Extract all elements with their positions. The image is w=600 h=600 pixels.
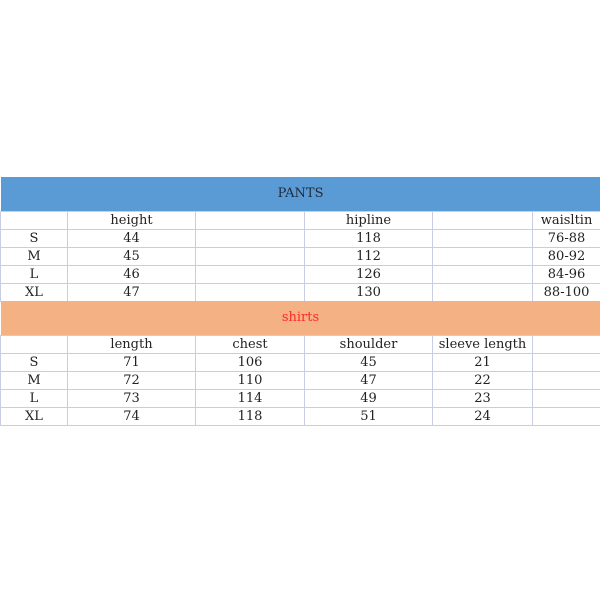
table-cell: 21 <box>432 353 533 372</box>
header-cell <box>432 211 533 230</box>
size-label: S <box>0 229 68 248</box>
table-cell: 74 <box>67 407 196 426</box>
table-cell <box>195 283 305 302</box>
table-cell: 51 <box>304 407 433 426</box>
pants-row: XL 47 130 88-100 <box>0 283 600 302</box>
header-cell: chest <box>195 335 305 354</box>
table-cell: 106 <box>195 353 305 372</box>
table-cell: 22 <box>432 371 533 390</box>
table-cell: 23 <box>432 389 533 408</box>
table-cell: 71 <box>67 353 196 372</box>
table-cell: 88-100 <box>531 283 600 302</box>
table-cell <box>532 353 600 372</box>
table-cell: 47 <box>67 283 196 302</box>
table-cell <box>195 229 305 248</box>
size-label: L <box>0 389 68 408</box>
size-label: S <box>0 353 68 372</box>
table-cell <box>432 283 533 302</box>
header-cell: height <box>67 211 196 230</box>
table-cell: 118 <box>195 407 305 426</box>
table-cell <box>532 371 600 390</box>
table-cell: 46 <box>67 265 196 284</box>
shirts-header-row: length chest shoulder sleeve length <box>0 335 600 354</box>
header-cell <box>532 335 600 354</box>
size-label: XL <box>0 407 68 426</box>
header-cell: shoulder <box>304 335 433 354</box>
table-cell <box>195 265 305 284</box>
table-cell <box>195 247 305 266</box>
header-cell <box>0 211 68 230</box>
pants-header-row: height hipline waisltin <box>0 211 600 230</box>
header-cell: waisltin <box>531 211 600 230</box>
pants-row: M 45 112 80-92 <box>0 247 600 266</box>
table-cell: 110 <box>195 371 305 390</box>
table-cell: 76-88 <box>531 229 600 248</box>
table-cell: 44 <box>67 229 196 248</box>
table-cell: 126 <box>304 265 433 284</box>
table-cell: 45 <box>67 247 196 266</box>
table-cell: 45 <box>304 353 433 372</box>
header-cell: sleeve length <box>432 335 533 354</box>
header-cell <box>195 211 305 230</box>
shirts-row: L 73 114 49 23 <box>0 389 600 408</box>
table-cell: 72 <box>67 371 196 390</box>
size-label: L <box>0 265 68 284</box>
table-cell: 114 <box>195 389 305 408</box>
table-cell: 24 <box>432 407 533 426</box>
table-cell <box>432 265 533 284</box>
table-cell: 112 <box>304 247 433 266</box>
size-label: M <box>0 247 68 266</box>
table-cell: 118 <box>304 229 433 248</box>
table-cell <box>532 407 600 426</box>
header-cell <box>0 335 68 354</box>
size-label: M <box>0 371 68 390</box>
table-cell: 80-92 <box>531 247 600 266</box>
table-cell: 130 <box>304 283 433 302</box>
pants-size-table: PANTS height hipline waisltin S 44 118 76-8… <box>0 177 600 302</box>
shirts-row: S 71 106 45 21 <box>0 353 600 372</box>
shirts-size-table: shirts length chest shoulder sleeve leng… <box>0 301 600 426</box>
table-cell <box>432 229 533 248</box>
table-cell: 49 <box>304 389 433 408</box>
table-cell <box>532 389 600 408</box>
header-cell: length <box>67 335 196 354</box>
header-cell: hipline <box>304 211 433 230</box>
pants-row: S 44 118 76-88 <box>0 229 600 248</box>
pants-row: L 46 126 84-96 <box>0 265 600 284</box>
table-cell: 73 <box>67 389 196 408</box>
pants-title: PANTS <box>0 177 600 212</box>
table-cell: 84-96 <box>531 265 600 284</box>
shirts-row: M 72 110 47 22 <box>0 371 600 390</box>
size-label: XL <box>0 283 68 302</box>
shirts-row: XL 74 118 51 24 <box>0 407 600 426</box>
table-cell <box>432 247 533 266</box>
table-cell: 47 <box>304 371 433 390</box>
shirts-title: shirts <box>0 301 600 336</box>
